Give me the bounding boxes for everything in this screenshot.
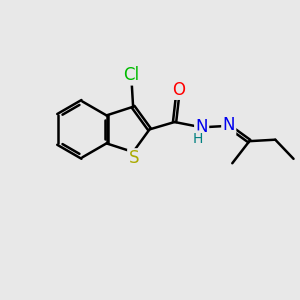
Text: S: S — [128, 149, 139, 167]
Text: N: N — [195, 118, 208, 136]
Text: N: N — [223, 116, 235, 134]
Text: H: H — [193, 131, 203, 146]
Text: Cl: Cl — [124, 66, 140, 84]
Text: O: O — [172, 81, 185, 99]
